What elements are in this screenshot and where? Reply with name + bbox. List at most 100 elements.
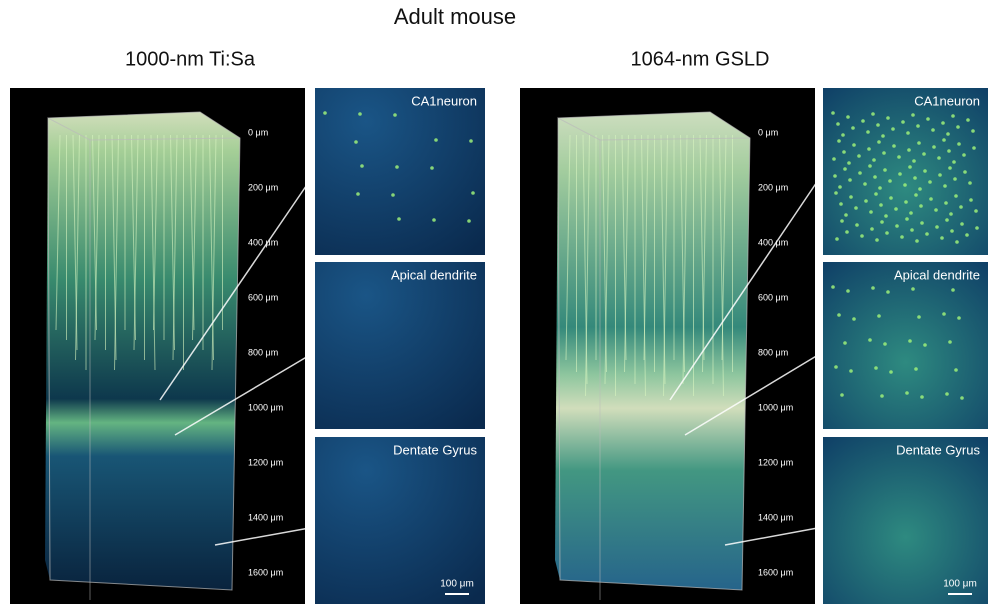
cell xyxy=(910,228,914,232)
cell xyxy=(855,223,859,227)
cell xyxy=(974,209,978,213)
cell xyxy=(888,179,892,183)
cell xyxy=(358,112,362,116)
cell xyxy=(938,173,942,177)
cell xyxy=(911,113,915,117)
cell xyxy=(889,370,893,374)
cell xyxy=(937,156,941,160)
cell xyxy=(881,134,885,138)
cell xyxy=(838,185,842,189)
cell xyxy=(889,196,893,200)
cell xyxy=(880,220,884,224)
cell xyxy=(852,143,856,147)
cell xyxy=(925,232,929,236)
cell xyxy=(846,289,850,293)
cell xyxy=(908,165,912,169)
cell xyxy=(882,151,886,155)
cell xyxy=(356,192,360,196)
scale-bar-label: 100 μm xyxy=(943,579,977,590)
cell xyxy=(852,317,856,321)
cell xyxy=(946,132,950,136)
cell xyxy=(832,157,836,161)
cell xyxy=(868,164,872,168)
cell xyxy=(354,140,358,144)
cell xyxy=(469,139,473,143)
cell xyxy=(932,145,936,149)
cell xyxy=(849,369,853,373)
depth-label: 1400 μm xyxy=(758,512,793,522)
cell xyxy=(951,114,955,118)
cell xyxy=(851,126,855,130)
cell xyxy=(884,214,888,218)
cell xyxy=(877,314,881,318)
cell xyxy=(843,167,847,171)
cell xyxy=(968,181,972,185)
cell xyxy=(897,155,901,159)
cell xyxy=(929,197,933,201)
cell xyxy=(879,203,883,207)
cell xyxy=(903,183,907,187)
cell xyxy=(895,224,899,228)
cell xyxy=(430,166,434,170)
depth-label: 1000 μm xyxy=(758,402,793,412)
cell xyxy=(845,230,849,234)
cell xyxy=(871,286,875,290)
depth-label: 1000 μm xyxy=(248,402,283,412)
cell xyxy=(875,238,879,242)
cell xyxy=(917,315,921,319)
cell xyxy=(952,160,956,164)
cell xyxy=(914,367,918,371)
cell xyxy=(934,208,938,212)
cell xyxy=(918,187,922,191)
depth-label: 1600 μm xyxy=(758,567,793,577)
cell xyxy=(949,212,953,216)
cell xyxy=(957,142,961,146)
cell xyxy=(863,182,867,186)
cell xyxy=(940,236,944,240)
cell xyxy=(963,170,967,174)
cell xyxy=(972,146,976,150)
cell xyxy=(945,392,949,396)
cell xyxy=(942,312,946,316)
cell xyxy=(943,184,947,188)
cell xyxy=(843,341,847,345)
cell xyxy=(886,290,890,294)
cell xyxy=(944,201,948,205)
cell xyxy=(920,395,924,399)
cell xyxy=(975,226,979,230)
cell xyxy=(397,217,401,221)
cell xyxy=(906,131,910,135)
cell xyxy=(878,186,882,190)
cell xyxy=(836,122,840,126)
cell xyxy=(866,130,870,134)
depth-label: 400 μm xyxy=(248,237,278,247)
cell xyxy=(900,235,904,239)
cell xyxy=(870,227,874,231)
cell xyxy=(840,219,844,223)
cell xyxy=(942,138,946,142)
cell xyxy=(912,159,916,163)
cell xyxy=(892,144,896,148)
cell xyxy=(923,343,927,347)
cell xyxy=(950,229,954,233)
cell xyxy=(956,125,960,129)
cell xyxy=(873,175,877,179)
cell xyxy=(323,111,327,115)
cell xyxy=(919,204,923,208)
cell xyxy=(955,240,959,244)
inset-label: Apical dendrite xyxy=(894,267,980,282)
depth-label: 0 μm xyxy=(758,127,778,137)
cell xyxy=(885,231,889,235)
cell xyxy=(860,234,864,238)
cell xyxy=(834,191,838,195)
cell xyxy=(842,150,846,154)
cell xyxy=(840,393,844,397)
cell xyxy=(971,129,975,133)
cell xyxy=(854,206,858,210)
depth-label: 1400 μm xyxy=(248,512,283,522)
inset-image xyxy=(823,88,988,255)
cell xyxy=(471,191,475,195)
cell xyxy=(905,391,909,395)
cell xyxy=(926,117,930,121)
depth-label: 200 μm xyxy=(248,182,278,192)
